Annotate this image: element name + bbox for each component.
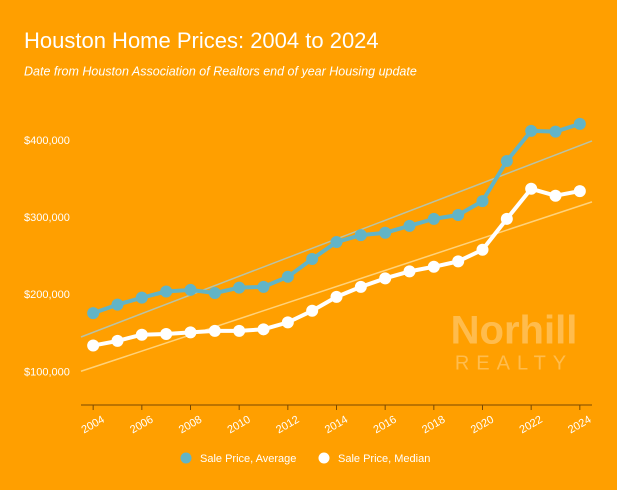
point [257, 323, 270, 336]
point [184, 283, 197, 296]
legend-label: Sale Price, Average [200, 453, 296, 465]
point [573, 117, 586, 130]
point [525, 124, 538, 137]
point [379, 226, 392, 239]
point [500, 212, 513, 225]
point [549, 125, 562, 138]
point [427, 260, 440, 273]
point [306, 253, 319, 266]
point [354, 280, 367, 293]
chart-subtitle: Date from Houston Association of Realtor… [24, 64, 417, 78]
point [354, 229, 367, 242]
point [500, 154, 513, 167]
point [573, 185, 586, 198]
legend-marker [318, 452, 330, 464]
legend-marker [180, 452, 192, 464]
point [111, 334, 124, 347]
watermark-name: Norhill [451, 309, 578, 353]
point [87, 307, 100, 320]
point [87, 339, 100, 352]
point [525, 182, 538, 195]
point [403, 265, 416, 278]
watermark: Norhill REALTY [451, 309, 578, 375]
point [135, 291, 148, 304]
point [476, 243, 489, 256]
point [427, 212, 440, 225]
chart-title: Houston Home Prices: 2004 to 2024 [24, 28, 379, 53]
y-tick-label: $400,000 [24, 135, 70, 147]
watermark-sub: REALTY [455, 352, 573, 374]
point [452, 255, 465, 268]
point [476, 195, 489, 208]
point [281, 270, 294, 283]
point [306, 304, 319, 317]
point [330, 236, 343, 249]
point [379, 272, 392, 285]
point [330, 290, 343, 303]
trend-line [80, 201, 593, 372]
legend-label: Sale Price, Median [338, 453, 430, 465]
point [281, 316, 294, 329]
point [549, 189, 562, 202]
point [111, 298, 124, 311]
point [208, 324, 221, 337]
point [233, 281, 246, 294]
point [160, 285, 173, 298]
point [403, 219, 416, 232]
y-tick-label: $300,000 [24, 212, 70, 224]
point [257, 280, 270, 293]
point [233, 324, 246, 337]
point [135, 328, 148, 341]
point [160, 327, 173, 340]
point [184, 326, 197, 339]
y-tick-label: $200,000 [24, 289, 70, 301]
point [208, 287, 221, 300]
point [452, 209, 465, 222]
y-tick-label: $100,000 [24, 366, 70, 378]
